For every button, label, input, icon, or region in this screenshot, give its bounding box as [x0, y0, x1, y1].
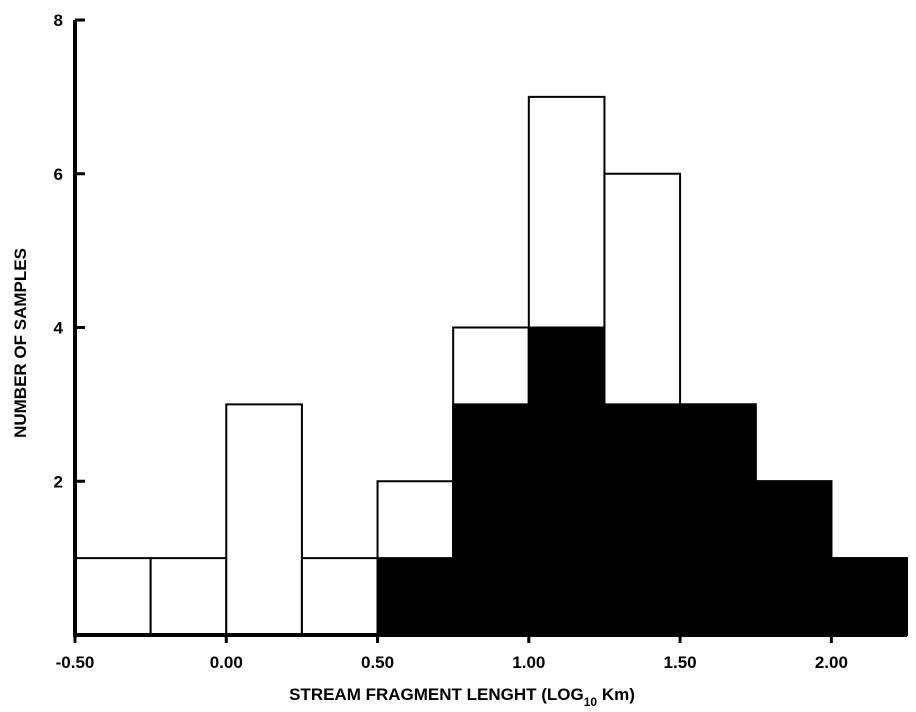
x-axis-title-subscript: 10: [584, 695, 598, 709]
filled-bar-10: [830, 557, 909, 636]
x-axis-title-suffix: Km): [597, 685, 635, 704]
open-bar-2: [225, 403, 303, 636]
y-axis-ticks: 2 4 6 8: [54, 11, 85, 491]
filled-bar-7: [603, 403, 682, 636]
x-axis-title: STREAM FRAGMENT LENGHT (LOG10 Km): [289, 685, 635, 709]
x-tick-label: 0.00: [210, 653, 243, 672]
x-axis-ticks: -0.50 0.00 0.50 1.00 1.50 2.00: [56, 635, 848, 672]
filled-bar-8: [679, 403, 757, 636]
y-tick-label: 6: [54, 165, 63, 184]
x-tick-label: -0.50: [56, 653, 95, 672]
open-bar-1: [149, 557, 228, 636]
y-tick-label: 2: [54, 472, 63, 491]
open-bar-3: [300, 557, 379, 636]
x-axis-title-main: STREAM FRAGMENT LENGHT (LOG: [289, 685, 584, 704]
x-tick-label: 1.00: [512, 653, 545, 672]
filled-bars-series: [376, 326, 909, 636]
filled-bar-6: [527, 326, 606, 636]
x-tick-label: 2.00: [815, 653, 848, 672]
filled-bar-9: [754, 480, 833, 636]
y-axis-title: NUMBER OF SAMPLES: [11, 248, 30, 438]
filled-bar-4: [376, 557, 455, 636]
y-tick-label: 4: [54, 319, 64, 338]
filled-bar-5: [452, 403, 530, 636]
y-tick-label: 8: [54, 11, 63, 30]
open-bar-0: [74, 557, 152, 636]
x-tick-label: 1.50: [664, 653, 697, 672]
x-tick-label: 0.50: [361, 653, 394, 672]
